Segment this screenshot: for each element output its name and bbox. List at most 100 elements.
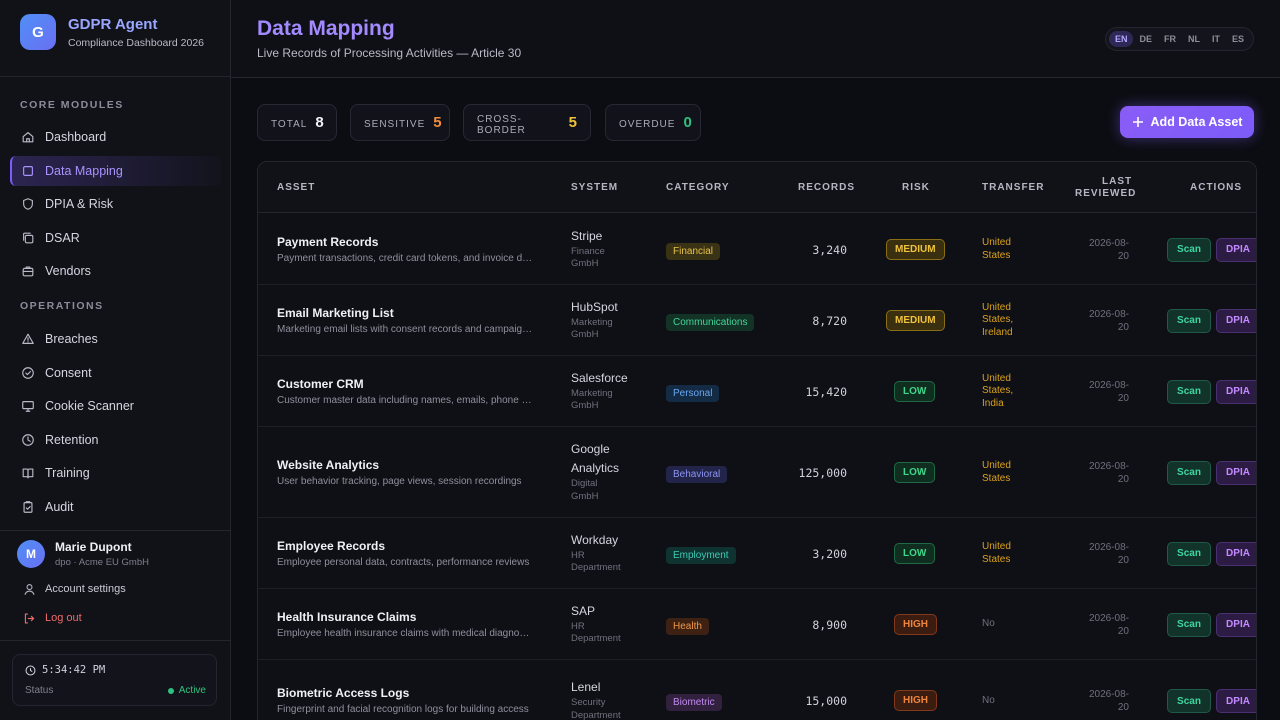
system-cell: HubSpot Marketing GmbH <box>571 298 646 342</box>
dpia-button[interactable]: DPIA <box>1216 460 1256 485</box>
table-row: Employee Records Employee personal data, … <box>258 518 1256 589</box>
column-header-actions: ACTIONS <box>1190 182 1242 193</box>
asset-name[interactable]: Customer CRM <box>277 376 364 391</box>
sidebar-item-audit[interactable]: Audit <box>10 492 221 522</box>
record-count: 3,240 <box>812 242 847 257</box>
category-cell: Health <box>666 616 709 635</box>
status-badge: Active <box>167 685 206 696</box>
category-badge: Financial <box>666 242 721 260</box>
system-owner: GmbH <box>571 258 599 269</box>
system-name: Analytics <box>571 461 620 475</box>
clock: 5:34:42 PM <box>25 664 105 676</box>
scan-button[interactable]: Scan <box>1167 460 1211 485</box>
user-name: Marie Dupont <box>55 540 132 554</box>
asset-description: Employee health insurance claims with me… <box>277 627 533 639</box>
book-icon <box>20 466 35 481</box>
column-header-last: LAST <box>1102 176 1133 187</box>
dpia-button[interactable]: DPIA <box>1216 237 1256 262</box>
sidebar-item-label: Vendors <box>45 264 91 279</box>
language-option-es[interactable]: ES <box>1231 34 1244 44</box>
risk-cell: LOW <box>894 461 936 483</box>
dpia-button[interactable]: DPIA <box>1216 541 1256 566</box>
sidebar-item-breaches[interactable]: Breaches <box>10 324 221 354</box>
table-row: Biometric Access Logs Fingerprint and fac… <box>258 660 1256 720</box>
table-row: Email Marketing List Marketing email list… <box>258 285 1256 356</box>
dpia-button[interactable]: DPIA <box>1216 379 1256 404</box>
risk-cell: LOW <box>894 542 936 564</box>
sidebar-item-training[interactable]: Training <box>10 458 221 488</box>
category-badge: Personal <box>666 384 720 402</box>
sidebar-item-data-mapping[interactable]: Data Mapping <box>10 155 221 186</box>
dpia-button[interactable]: DPIA <box>1216 689 1256 713</box>
transfer-country: United <box>982 301 1011 313</box>
sidebar-item-dsar[interactable]: DSAR <box>10 223 221 253</box>
record-count: 15,420 <box>805 384 847 399</box>
last-reviewed-date: 2026-08- <box>1088 689 1129 700</box>
scan-button[interactable]: Scan <box>1167 379 1211 404</box>
asset-name[interactable]: Website Analytics <box>277 457 380 472</box>
transfer-country: States <box>982 472 1011 484</box>
asset-name[interactable]: Payment Records <box>277 234 379 249</box>
record-count: 125,000 <box>798 465 847 480</box>
category-cell: Communications <box>666 312 755 331</box>
stat-value: 8 <box>315 114 324 131</box>
language-option-de[interactable]: DE <box>1139 34 1152 44</box>
transfer-country: No <box>982 694 995 706</box>
dpia-button[interactable]: DPIA <box>1216 612 1256 637</box>
language-option-fr[interactable]: FR <box>1163 34 1176 44</box>
transfer-country: States, <box>982 314 1014 326</box>
system-owner: Department <box>571 562 621 573</box>
scan-button[interactable]: Scan <box>1167 689 1211 713</box>
column-header-category: CATEGORY <box>666 182 730 193</box>
category-cell: Personal <box>666 383 720 402</box>
system-name: Salesforce <box>571 370 628 385</box>
status-panel: 5:34:42 PM Status Active <box>12 654 217 706</box>
account-settings-link[interactable]: Account settings <box>22 582 126 596</box>
sidebar: G GDPR Agent Compliance Dashboard 2026 C… <box>0 0 231 720</box>
sidebar-item-dashboard[interactable]: Dashboard <box>10 122 221 152</box>
transfer-cell: No <box>982 695 1042 708</box>
asset-cell: Email Marketing List Marketing email list… <box>277 306 533 335</box>
asset-name[interactable]: Biometric Access Logs <box>277 686 410 700</box>
scan-button[interactable]: Scan <box>1167 612 1211 637</box>
sidebar-item-consent[interactable]: Consent <box>10 358 221 388</box>
dpia-button[interactable]: DPIA <box>1216 308 1256 333</box>
last-reviewed-date: 20 <box>1117 625 1129 637</box>
sidebar-item-retention[interactable]: Retention <box>10 425 221 455</box>
section-label-core: CORE MODULES <box>20 99 124 111</box>
add-data-asset-button[interactable]: Add Data Asset <box>1120 106 1254 138</box>
scan-button[interactable]: Scan <box>1167 541 1211 566</box>
risk-badge: LOW <box>894 461 936 483</box>
section-label-operations: OPERATIONS <box>20 300 104 312</box>
risk-badge: HIGH <box>894 613 937 635</box>
sidebar-item-dpia-risk[interactable]: DPIA & Risk <box>10 189 221 219</box>
last-reviewed-date: 2026-08- <box>1088 612 1129 624</box>
brand-logo: G <box>20 14 56 50</box>
asset-name[interactable]: Employee Records <box>277 538 386 553</box>
system-owner: Department <box>571 633 621 644</box>
language-option-nl[interactable]: NL <box>1187 34 1200 44</box>
asset-name[interactable]: Health Insurance Claims <box>277 609 417 624</box>
language-option-en[interactable]: EN <box>1108 31 1134 47</box>
risk-badge: LOW <box>894 380 936 402</box>
scan-button[interactable]: Scan <box>1167 237 1211 262</box>
sidebar-item-cookie-scanner[interactable]: Cookie Scanner <box>10 391 221 421</box>
language-option-it[interactable]: IT <box>1211 34 1220 44</box>
system-name: HubSpot <box>571 299 618 314</box>
risk-cell: MEDIUM <box>886 309 945 331</box>
asset-name[interactable]: Email Marketing List <box>277 305 394 320</box>
record-count: 15,000 <box>805 694 847 708</box>
asset-description: Employee personal data, contracts, perfo… <box>277 556 530 568</box>
system-owner: Security <box>571 697 606 708</box>
divider <box>0 530 231 531</box>
logout-link[interactable]: Log out <box>22 611 82 625</box>
column-header-transfer: TRANSFER <box>982 182 1045 193</box>
home-icon <box>20 130 35 145</box>
risk-cell: LOW <box>894 380 936 402</box>
sidebar-item-vendors[interactable]: Vendors <box>10 256 221 286</box>
user-profile[interactable]: M Marie Dupont dpo · Acme EU GmbH <box>17 540 149 568</box>
status-value: Active <box>178 685 206 696</box>
category-cell: Financial <box>666 241 721 260</box>
scan-button[interactable]: Scan <box>1167 308 1211 333</box>
sidebar-item-label: Retention <box>45 432 99 447</box>
